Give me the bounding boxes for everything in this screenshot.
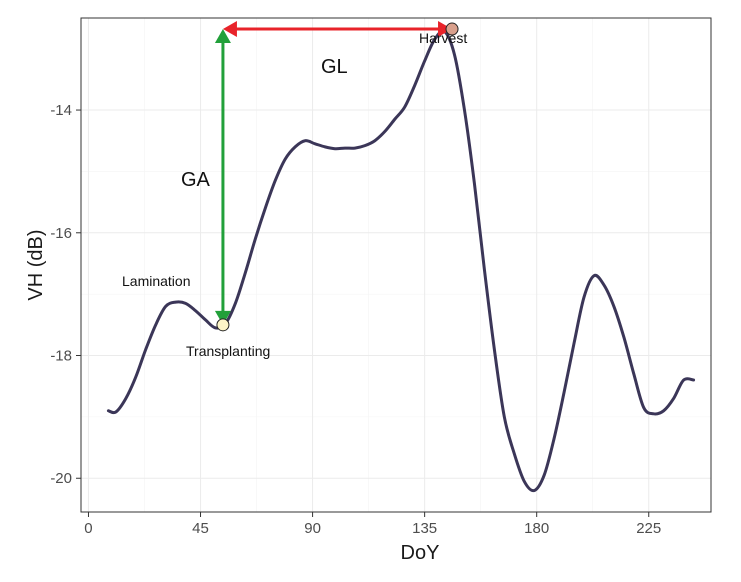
arrow-layer	[214, 21, 453, 325]
annotation-harvest: Harvest	[419, 30, 467, 46]
annotation-ga: GA	[181, 169, 211, 191]
point-transplanting	[216, 318, 230, 332]
series-line	[106, 29, 696, 493]
x-tick-label: 45	[192, 520, 209, 537]
gl-arrow-head-right	[438, 21, 453, 38]
x-tick-label: 180	[524, 520, 549, 537]
annotation-lamination: Lamination	[122, 273, 191, 289]
axis-layer: 0 45 90 135 180 225 -14 -16 -18 -20	[50, 102, 661, 537]
annotation-gl: GL	[321, 56, 348, 78]
ga-arrow-head-bottom	[214, 310, 231, 325]
panel-border	[80, 17, 712, 513]
gl-arrow-head-left	[222, 21, 237, 38]
ga-arrow-head-top	[214, 29, 231, 44]
series-layer	[106, 29, 696, 493]
y-tick-label: -14	[50, 102, 72, 119]
x-tick-label: 90	[304, 520, 321, 537]
x-axis-title: DoY	[401, 542, 440, 564]
grid-layer	[81, 18, 711, 512]
y-tick-label: -18	[50, 348, 72, 365]
x-tick-label: 0	[84, 520, 92, 537]
annotation-transplanting: Transplanting	[186, 343, 270, 359]
y-tick-label: -16	[50, 225, 72, 242]
y-axis-title: VH (dB)	[25, 229, 47, 300]
plot-panel	[80, 17, 712, 513]
point-harvest	[445, 22, 459, 36]
x-tick-label: 225	[636, 520, 661, 537]
point-layer	[216, 22, 459, 332]
y-tick-label: -20	[50, 470, 72, 487]
x-tick-label: 135	[412, 520, 437, 537]
panel-background	[81, 18, 711, 512]
